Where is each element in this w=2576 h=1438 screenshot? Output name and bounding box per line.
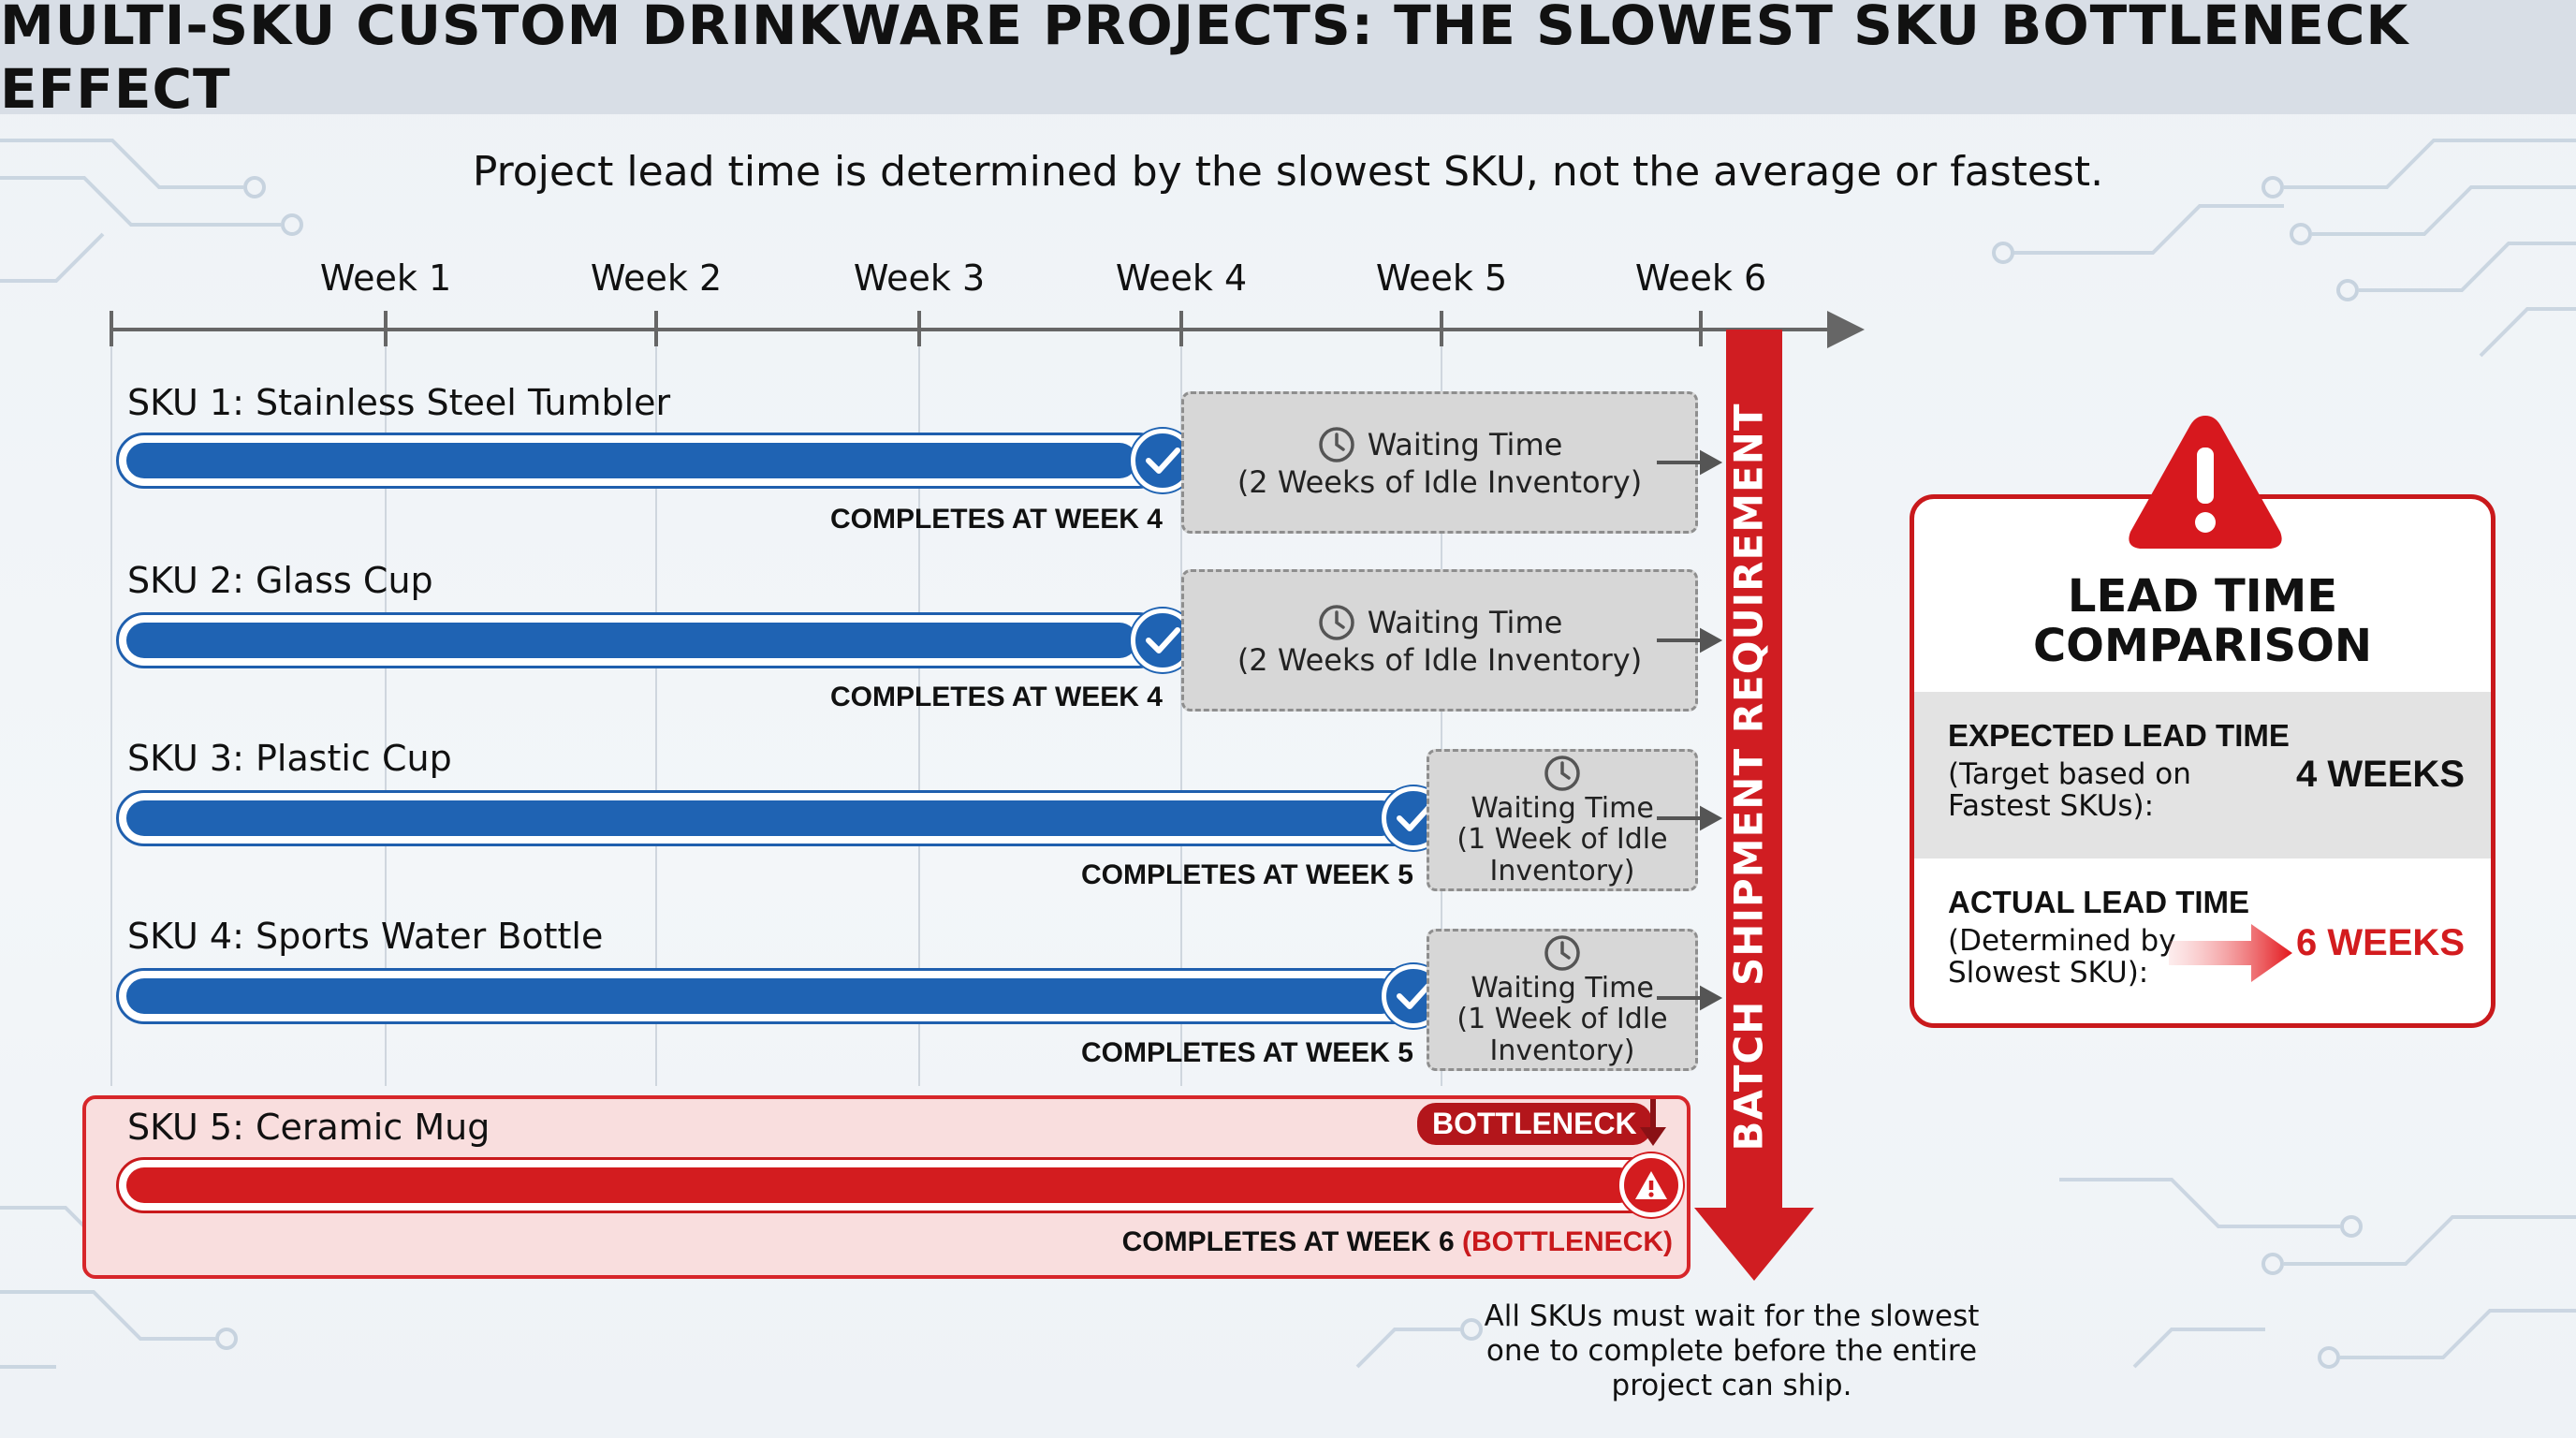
expected-value: 4 WEEKS <box>2295 754 2465 795</box>
wait-detail: (1 Week of Idle <box>1456 1003 1668 1036</box>
sku-progress-bar <box>116 968 1428 1024</box>
title-bar: MULTI-SKU CUSTOM DRINKWARE PROJECTS: THE… <box>0 0 2576 121</box>
wait-detail: (2 Weeks of Idle Inventory) <box>1237 463 1643 500</box>
waiting-time-box: Waiting Time (2 Weeks of Idle Inventory) <box>1181 391 1698 534</box>
sku-progress-bar <box>116 790 1428 846</box>
arrow-down-icon <box>1640 1099 1666 1146</box>
wait-title: Waiting Time <box>1471 971 1654 1005</box>
bar-fill <box>126 623 1137 658</box>
week-label: Week 1 <box>319 257 452 299</box>
completes-text: COMPLETES AT WEEK 6 <box>1121 1226 1455 1257</box>
completes-label: COMPLETES AT WEEK 6 (BOTTLENECK) <box>1122 1226 1673 1258</box>
page-title: MULTI-SKU CUSTOM DRINKWARE PROJECTS: THE… <box>0 0 2409 121</box>
wait-detail: (2 Weeks of Idle Inventory) <box>1237 641 1643 678</box>
week-label: Week 3 <box>853 257 986 299</box>
week-label: Week 2 <box>590 257 723 299</box>
actual-label: ACTUAL LEAD TIME <box>1948 885 2250 919</box>
sku-progress-bar <box>116 433 1166 489</box>
wait-title: Waiting Time <box>1367 604 1563 640</box>
waiting-time-box: Waiting Time (1 Week of Idle Inventory) <box>1427 929 1698 1071</box>
sku-progress-bar <box>116 1157 1666 1213</box>
waiting-time-box: Waiting Time (2 Weeks of Idle Inventory) <box>1181 569 1698 712</box>
week-label: Week 4 <box>1115 257 1248 299</box>
footnote-line: one to complete before the entire <box>1486 1334 1978 1369</box>
lead-time-card: LEAD TIME COMPARISON EXPECTED LEAD TIME … <box>1910 494 2496 1028</box>
week-label: Week 5 <box>1375 257 1508 299</box>
clock-icon <box>1544 755 1580 791</box>
wait-detail: Inventory) <box>1489 854 1635 888</box>
actual-sub: Slowest SKU): <box>1948 956 2149 990</box>
subtitle: Project lead time is determined by the s… <box>472 148 2104 196</box>
expected-sub: Fastest SKUs): <box>1948 789 2155 823</box>
expected-row: EXPECTED LEAD TIME (Target based on Fast… <box>1914 692 2491 858</box>
card-title-line: LEAD TIME <box>2067 570 2338 623</box>
footnote: All SKUs must wait for the slowest one t… <box>1460 1299 2003 1404</box>
bar-fill <box>126 978 1399 1014</box>
completes-label: COMPLETES AT WEEK 5 <box>1080 859 1413 890</box>
completes-label: COMPLETES AT WEEK 4 <box>829 682 1163 712</box>
bottleneck-badge: BOTTLENECK <box>1417 1103 1652 1145</box>
sku-progress-bar <box>116 612 1166 668</box>
bottleneck-tag: (BOTTLENECK) <box>1462 1226 1673 1257</box>
footnote-line: project can ship. <box>1611 1369 1852 1403</box>
wait-title: Waiting Time <box>1471 791 1654 825</box>
card-title-line: COMPARISON <box>2032 619 2373 672</box>
completes-label: COMPLETES AT WEEK 5 <box>1080 1037 1413 1068</box>
sku-name: SKU 1: Stainless Steel Tumbler <box>127 382 671 423</box>
footnote-line: All SKUs must wait for the slowest <box>1484 1299 1980 1333</box>
wait-detail: Inventory) <box>1489 1034 1635 1067</box>
wait-title: Waiting Time <box>1367 426 1563 462</box>
clock-icon <box>1318 605 1354 640</box>
sku-name: SKU 5: Ceramic Mug <box>127 1107 490 1148</box>
bar-fill <box>126 443 1137 478</box>
week-label: Week 6 <box>1634 257 1767 299</box>
warning-triangle-icon <box>2129 416 2282 549</box>
bar-fill <box>126 1167 1637 1203</box>
sku-name: SKU 4: Sports Water Bottle <box>127 916 604 957</box>
clock-icon <box>1318 427 1354 462</box>
waiting-time-box: Waiting Time (1 Week of Idle Inventory) <box>1427 749 1698 891</box>
sku-name: SKU 2: Glass Cup <box>127 560 433 601</box>
wait-detail: (1 Week of Idle <box>1456 823 1668 857</box>
clock-icon <box>1544 934 1580 971</box>
completes-label: COMPLETES AT WEEK 4 <box>829 504 1163 535</box>
bar-fill <box>126 800 1399 836</box>
actual-row: ACTUAL LEAD TIME (Determined by Slowest … <box>1914 858 2491 1023</box>
card-title: LEAD TIME COMPARISON <box>1914 572 2491 671</box>
batch-shipment-arrow <box>1694 330 1814 1281</box>
arrow-right-icon <box>2169 924 2292 982</box>
actual-sub: (Determined by <box>1948 924 2176 958</box>
expected-label: EXPECTED LEAD TIME <box>1948 718 2290 753</box>
warning-icon <box>1619 1153 1683 1217</box>
expected-sub: (Target based on <box>1948 757 2191 791</box>
actual-value: 6 WEEKS <box>2295 922 2465 963</box>
sku-name: SKU 3: Plastic Cup <box>127 738 452 779</box>
